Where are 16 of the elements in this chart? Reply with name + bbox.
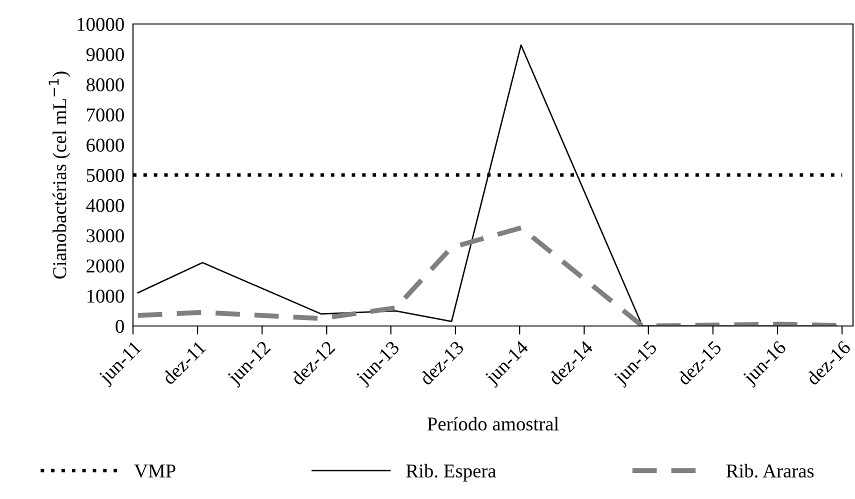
y-tick-label: 6000 <box>86 138 124 152</box>
y-tick-label: 3000 <box>86 229 124 242</box>
y-tick-label: 10000 <box>78 18 124 31</box>
x-axis-title: Período amostral <box>427 416 559 431</box>
legend-label: Rib. Araras <box>726 464 814 478</box>
y-tick-label: 9000 <box>86 48 124 62</box>
y-tick-label: 7000 <box>87 108 124 122</box>
y-tick-label: 0 <box>116 320 124 333</box>
legend-label: VMP <box>134 464 176 478</box>
y-tick-label: 4000 <box>86 199 124 212</box>
y-axis-title: Cianobactérias (cel mL$^{−1}$) <box>48 72 70 279</box>
y-tick-label: 5000 <box>86 168 124 182</box>
legend-label: Rib. Espera <box>406 464 496 482</box>
y-tick-label: 1000 <box>87 290 124 303</box>
y-tick-label: 2000 <box>86 259 124 273</box>
y-tick-label: 8000 <box>86 78 124 92</box>
